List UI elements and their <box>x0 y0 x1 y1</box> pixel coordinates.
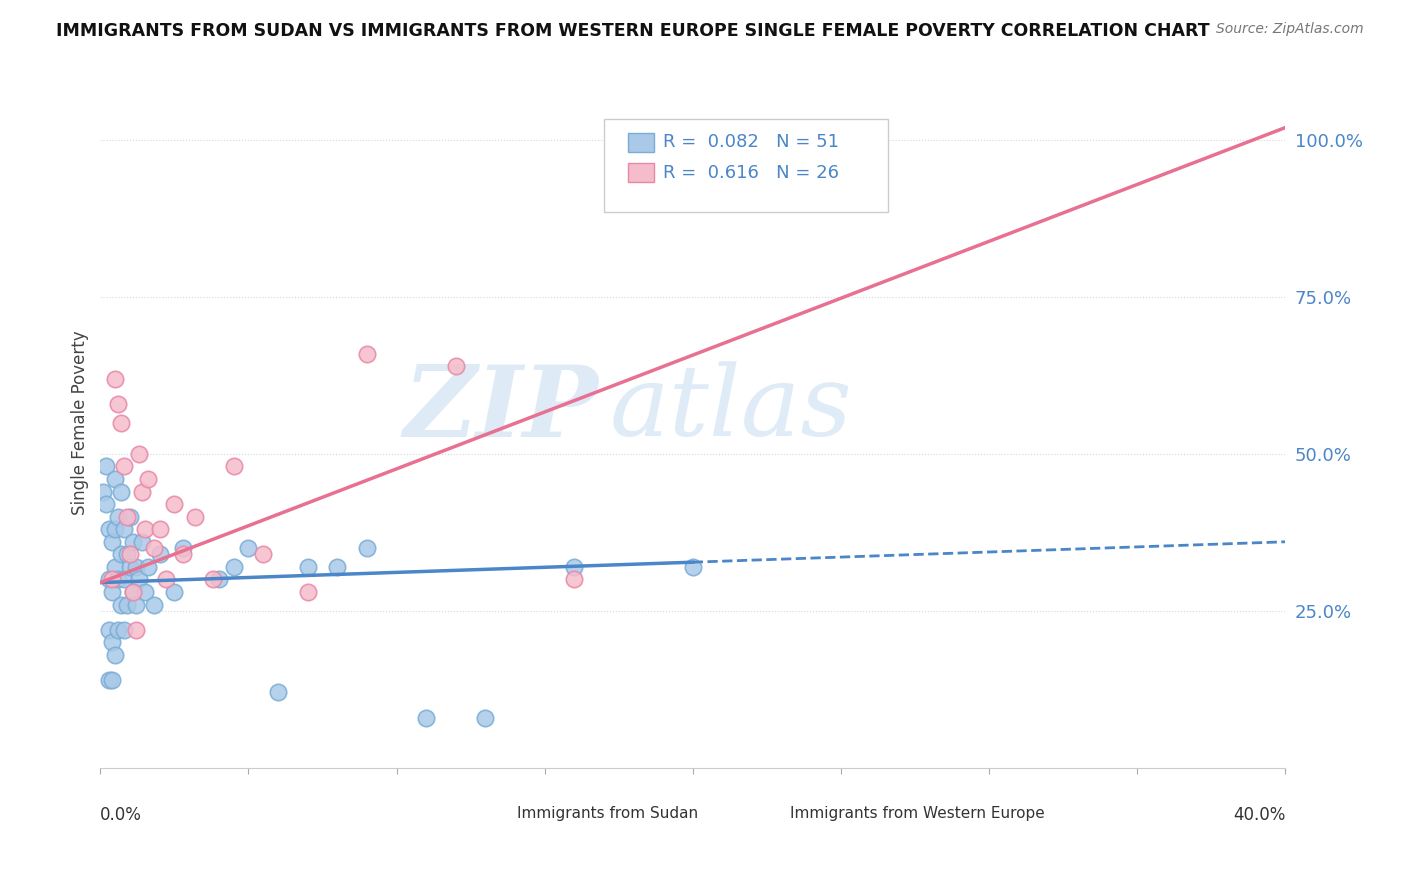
Point <box>104 371 127 385</box>
Point <box>297 585 319 599</box>
Point <box>326 560 349 574</box>
Point <box>562 560 585 574</box>
Point <box>149 522 172 536</box>
FancyBboxPatch shape <box>627 163 654 182</box>
Point <box>98 623 121 637</box>
Point <box>134 522 156 536</box>
FancyBboxPatch shape <box>605 119 889 212</box>
FancyBboxPatch shape <box>752 805 778 823</box>
Point <box>115 598 138 612</box>
Point <box>101 673 124 687</box>
Point <box>125 560 148 574</box>
Point <box>131 484 153 499</box>
Point <box>267 685 290 699</box>
Point <box>115 547 138 561</box>
Point <box>96 459 118 474</box>
Point <box>118 509 141 524</box>
Point <box>125 623 148 637</box>
Text: R =  0.082   N = 51: R = 0.082 N = 51 <box>664 133 839 152</box>
Point <box>562 573 585 587</box>
Point <box>356 541 378 555</box>
Text: IMMIGRANTS FROM SUDAN VS IMMIGRANTS FROM WESTERN EUROPE SINGLE FEMALE POVERTY CO: IMMIGRANTS FROM SUDAN VS IMMIGRANTS FROM… <box>56 22 1211 40</box>
Point <box>356 346 378 360</box>
Text: ZIP: ZIP <box>404 360 598 457</box>
Point <box>122 585 145 599</box>
Point <box>415 710 437 724</box>
Point <box>101 534 124 549</box>
Point <box>142 598 165 612</box>
Point <box>122 585 145 599</box>
Text: atlas: atlas <box>610 361 852 457</box>
Text: Immigrants from Sudan: Immigrants from Sudan <box>517 806 699 822</box>
Point <box>155 573 177 587</box>
Point <box>104 560 127 574</box>
Point <box>110 547 132 561</box>
Point <box>201 573 224 587</box>
Point <box>142 541 165 555</box>
Point <box>122 534 145 549</box>
Point <box>110 416 132 430</box>
Text: Immigrants from Western Europe: Immigrants from Western Europe <box>790 806 1045 822</box>
Point <box>112 623 135 637</box>
Point <box>98 522 121 536</box>
Point <box>444 359 467 373</box>
Point <box>98 573 121 587</box>
Point <box>115 509 138 524</box>
Point <box>104 522 127 536</box>
Point <box>107 623 129 637</box>
Point <box>682 560 704 574</box>
Point <box>118 560 141 574</box>
Point <box>252 547 274 561</box>
Point <box>131 534 153 549</box>
Point <box>238 541 260 555</box>
Point <box>128 447 150 461</box>
Point <box>112 459 135 474</box>
Point <box>297 560 319 574</box>
Point <box>107 573 129 587</box>
Point <box>110 598 132 612</box>
Text: R =  0.616   N = 26: R = 0.616 N = 26 <box>664 164 839 182</box>
Point <box>101 585 124 599</box>
Point <box>149 547 172 561</box>
Point <box>96 497 118 511</box>
Point <box>208 573 231 587</box>
Text: 40.0%: 40.0% <box>1233 805 1285 823</box>
Point <box>104 472 127 486</box>
Point <box>128 573 150 587</box>
Point <box>91 484 114 499</box>
Point <box>222 459 245 474</box>
Point <box>163 497 186 511</box>
Point <box>222 560 245 574</box>
Point <box>172 541 194 555</box>
Point <box>118 547 141 561</box>
Point <box>474 710 496 724</box>
Text: Source: ZipAtlas.com: Source: ZipAtlas.com <box>1216 22 1364 37</box>
Point <box>107 509 129 524</box>
Point <box>101 573 124 587</box>
Point <box>125 598 148 612</box>
Point <box>110 484 132 499</box>
Text: 0.0%: 0.0% <box>100 805 142 823</box>
Point <box>163 585 186 599</box>
Point <box>112 573 135 587</box>
Point <box>172 547 194 561</box>
Point <box>104 648 127 662</box>
Point <box>107 397 129 411</box>
Point <box>98 673 121 687</box>
Point <box>101 635 124 649</box>
Point <box>112 522 135 536</box>
Y-axis label: Single Female Poverty: Single Female Poverty <box>72 330 89 515</box>
Point <box>184 509 207 524</box>
FancyBboxPatch shape <box>479 805 506 823</box>
Point <box>136 472 159 486</box>
Point <box>134 585 156 599</box>
FancyBboxPatch shape <box>627 133 654 152</box>
Point <box>136 560 159 574</box>
